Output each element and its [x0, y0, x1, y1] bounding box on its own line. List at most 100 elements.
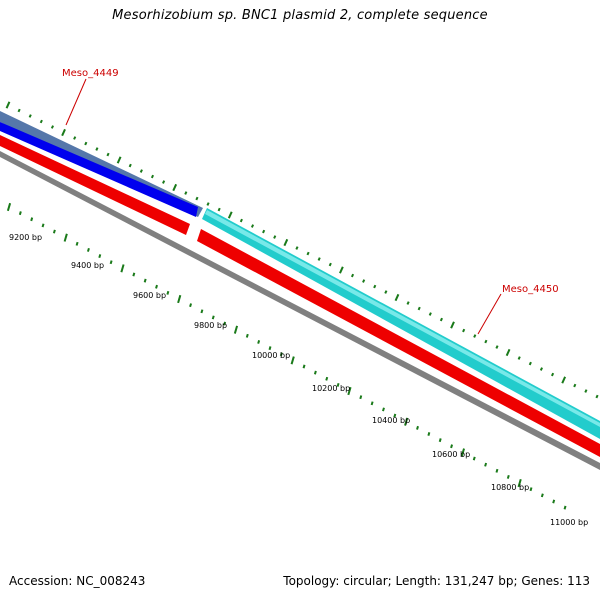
outer-row-minor-tick — [184, 191, 188, 195]
outer-row-minor-tick — [517, 356, 521, 360]
track-red-right[interactable] — [197, 229, 600, 457]
inner-row-minor-tick — [200, 309, 204, 314]
outer-row-minor-tick — [273, 235, 277, 239]
inner-row-major-tick — [233, 325, 239, 334]
position-label-9800: 9800 bp — [194, 321, 227, 330]
inner-row-minor-tick — [370, 401, 374, 406]
inner-row-minor-tick — [359, 395, 363, 400]
inner-row-minor-tick — [268, 346, 272, 351]
position-label-10800: 10800 bp — [491, 483, 529, 492]
outer-row-minor-tick — [584, 389, 588, 393]
inner-row-minor-tick — [86, 247, 90, 252]
position-label-10400: 10400 bp — [372, 416, 410, 425]
outer-row-minor-tick — [528, 361, 532, 366]
inner-row-minor-tick — [529, 487, 533, 492]
inner-row-major-tick — [290, 356, 295, 365]
outer-row-major-tick — [505, 348, 511, 357]
inner-row-major-tick — [404, 417, 409, 426]
outer-row-minor-tick — [95, 147, 99, 151]
outer-row-minor-tick — [495, 345, 499, 349]
outer-row-minor-tick — [295, 246, 299, 250]
outer-row-minor-tick — [162, 180, 166, 184]
gene-label-meso-4449[interactable]: Meso_4449 — [62, 68, 119, 79]
outer-row-major-tick — [116, 156, 122, 164]
outer-row-minor-tick — [350, 273, 355, 278]
position-label-10600: 10600 bp — [432, 450, 470, 459]
outer-row-major-tick — [5, 101, 11, 109]
inner-row-minor-tick — [211, 315, 215, 320]
outer-row-minor-tick — [473, 334, 477, 338]
outer-row-major-tick — [283, 238, 289, 247]
outer-row-minor-tick — [239, 218, 243, 223]
outer-row-minor-tick — [106, 152, 110, 157]
sequence-summary-text: Topology: circular; Length: 131,247 bp; … — [283, 574, 590, 588]
meso-4450-leader-line — [477, 293, 502, 335]
inner-row-minor-tick — [257, 340, 261, 344]
outer-row-minor-tick — [417, 306, 421, 311]
outer-row-minor-tick — [17, 108, 21, 113]
inner-row-minor-tick — [416, 425, 419, 430]
inner-row-minor-tick — [302, 364, 306, 369]
outer-row-minor-tick — [50, 125, 54, 129]
inner-row-major-tick — [460, 448, 465, 457]
gene-label-meso-4450[interactable]: Meso_4450 — [502, 284, 559, 295]
inner-row-minor-tick — [155, 284, 158, 289]
inner-row-minor-tick — [313, 370, 317, 375]
inner-row-minor-tick — [382, 407, 385, 412]
outer-row-minor-tick — [306, 251, 310, 256]
outer-row-major-tick — [450, 321, 455, 329]
outer-row-minor-tick — [73, 136, 77, 140]
inner-row-minor-tick — [52, 229, 56, 234]
inner-row-minor-tick — [132, 272, 136, 277]
outer-row-minor-tick — [195, 196, 199, 201]
outer-row-minor-tick — [439, 317, 443, 322]
map-title: Mesorhizobium sp. BNC1 plasmid 2, comple… — [112, 8, 488, 23]
inner-row-minor-tick — [552, 499, 556, 504]
inner-row-minor-tick — [336, 382, 340, 387]
inner-row-minor-tick — [427, 432, 431, 436]
outer-row-major-tick — [61, 128, 66, 137]
outer-row-minor-tick — [484, 339, 488, 344]
inner-row-minor-tick — [472, 456, 476, 461]
outer-row-minor-tick — [551, 372, 555, 377]
inner-row-minor-tick — [484, 462, 488, 467]
outer-row-minor-tick — [206, 202, 210, 206]
inner-row-minor-tick — [41, 223, 45, 228]
outer-row-minor-tick — [573, 383, 577, 388]
inner-row-minor-tick — [223, 321, 227, 326]
outer-row-minor-tick — [362, 279, 366, 283]
track-red-left[interactable] — [0, 135, 190, 235]
outer-row-minor-tick — [462, 328, 466, 333]
inner-row-minor-tick — [143, 278, 147, 283]
inner-row-minor-tick — [189, 303, 193, 308]
outer-row-minor-tick — [262, 229, 266, 234]
outer-row-minor-tick — [406, 301, 410, 305]
outer-row-minor-tick — [150, 174, 155, 179]
position-label-11000: 11000 bp — [550, 518, 588, 527]
outer-row-major-tick — [561, 376, 567, 384]
outer-row-minor-tick — [539, 367, 543, 371]
inner-row-minor-tick — [98, 254, 102, 259]
outer-tick-row — [5, 101, 599, 399]
outer-row-minor-tick — [428, 312, 432, 316]
inner-row-minor-tick — [75, 241, 79, 246]
meso-4449-leader-line — [65, 78, 87, 126]
outer-row-minor-tick — [384, 290, 388, 294]
position-label-10200: 10200 bp — [312, 384, 350, 393]
gene-meso-4449-bar[interactable] — [0, 122, 198, 217]
gene-meso-4450-highlight — [205, 210, 600, 427]
inner-row-minor-tick — [393, 413, 397, 418]
outer-row-minor-tick — [328, 262, 332, 267]
inner-row-major-tick — [177, 294, 182, 304]
inner-row-major-tick — [63, 233, 68, 242]
outer-row-major-tick — [172, 183, 178, 192]
inner-row-minor-tick — [279, 352, 283, 357]
outer-row-minor-tick — [250, 224, 255, 228]
inner-row-minor-tick — [245, 333, 249, 338]
outer-row-minor-tick — [28, 114, 32, 118]
inner-row-minor-tick — [495, 468, 499, 473]
outer-row-minor-tick — [373, 284, 377, 289]
position-label-10000: 10000 bp — [252, 351, 290, 360]
